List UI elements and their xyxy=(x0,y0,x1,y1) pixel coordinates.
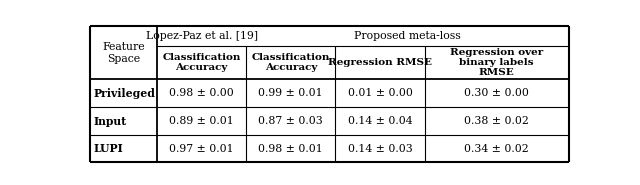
Text: Proposed meta-loss: Proposed meta-loss xyxy=(354,31,461,41)
Text: 0.34 ± 0.02: 0.34 ± 0.02 xyxy=(464,144,529,154)
Text: 0.01 ± 0.00: 0.01 ± 0.00 xyxy=(348,88,413,98)
Text: Input: Input xyxy=(94,116,127,127)
Text: Regression RMSE: Regression RMSE xyxy=(328,58,432,67)
Text: 0.14 ± 0.03: 0.14 ± 0.03 xyxy=(348,144,412,154)
Text: 0.89 ± 0.01: 0.89 ± 0.01 xyxy=(169,116,234,126)
Text: 0.97 ± 0.01: 0.97 ± 0.01 xyxy=(169,144,234,154)
Text: 0.14 ± 0.04: 0.14 ± 0.04 xyxy=(348,116,412,126)
Text: Regression over
binary labels
RMSE: Regression over binary labels RMSE xyxy=(450,48,543,77)
Text: Classification
Accuracy: Classification Accuracy xyxy=(252,53,330,72)
Text: Classification
Accuracy: Classification Accuracy xyxy=(163,53,241,72)
Text: 0.98 ± 0.00: 0.98 ± 0.00 xyxy=(169,88,234,98)
Text: 0.87 ± 0.03: 0.87 ± 0.03 xyxy=(259,116,323,126)
Text: LUPI: LUPI xyxy=(94,143,124,154)
Text: 0.99 ± 0.01: 0.99 ± 0.01 xyxy=(259,88,323,98)
Text: Lopez-Paz et al. [19]: Lopez-Paz et al. [19] xyxy=(145,31,257,41)
Text: 0.38 ± 0.02: 0.38 ± 0.02 xyxy=(464,116,529,126)
Text: 0.98 ± 0.01: 0.98 ± 0.01 xyxy=(259,144,323,154)
Text: 0.30 ± 0.00: 0.30 ± 0.00 xyxy=(464,88,529,98)
Text: Feature
Space: Feature Space xyxy=(102,42,145,64)
Text: Privileged: Privileged xyxy=(94,88,156,99)
